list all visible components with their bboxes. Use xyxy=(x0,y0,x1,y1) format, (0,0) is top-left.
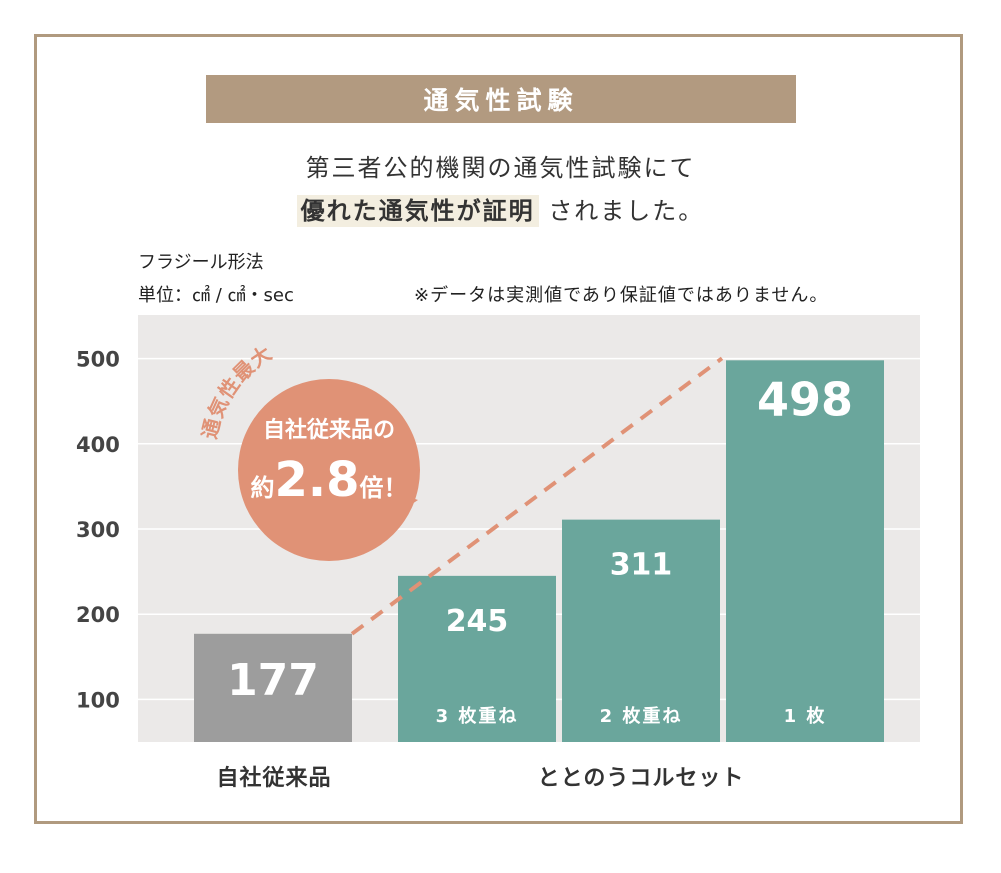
trend-dashed-line xyxy=(350,356,724,636)
badge-prefix: 約 xyxy=(250,474,274,502)
badge-circle xyxy=(238,379,420,561)
bar-value-label-3: 498 xyxy=(757,372,853,426)
badge-suffix: 倍！ xyxy=(360,474,408,502)
category-label-1: ととのうコルセット xyxy=(537,766,745,791)
bar-1 xyxy=(398,575,556,742)
y-axis-ticks: 100 200 300 400 500 xyxy=(76,348,120,713)
disclaimer-note: ※データは実測値であり保証値ではありません。 xyxy=(414,285,829,306)
bar-3 xyxy=(726,360,884,742)
bar-sublabel-3: 1 枚 xyxy=(784,705,827,727)
outer-frame xyxy=(34,34,963,824)
intro-line-2: 優れた通気性が証明 されました。 xyxy=(0,191,1001,227)
y-tick-label-4: 500 xyxy=(76,348,120,372)
y-tick-label-3: 400 xyxy=(76,433,120,457)
y-tick-label-0: 100 xyxy=(76,688,120,712)
category-label-0: 自社従来品 xyxy=(216,766,332,791)
unit-label: 単位：㎠ / ㎠・sec xyxy=(138,285,294,306)
page-title: 通気性試験 xyxy=(206,75,796,123)
intro-line-1: 第三者公的機関の通気性試験にて xyxy=(305,154,696,182)
bar-value-label-2: 311 xyxy=(610,548,673,583)
intro-highlight: 優れた通気性が証明 xyxy=(296,195,539,227)
method-label: フラジール形法 xyxy=(138,252,264,273)
badge-multiplier: 約2.8倍！ xyxy=(250,452,407,508)
y-tick-label-1: 200 xyxy=(76,603,120,627)
bar-sublabel-2: 2 枚重ね xyxy=(600,705,683,727)
bar-2 xyxy=(562,519,720,742)
bar-value-label-1: 245 xyxy=(446,604,509,639)
y-tick-label-2: 300 xyxy=(76,518,120,542)
bar-sublabel-1: 3 枚重ね xyxy=(436,705,519,727)
bar-value-label-0: 177 xyxy=(227,655,319,706)
bars: 177 245 3 枚重ね 311 2 枚重ね 498 1 枚 xyxy=(194,360,884,742)
badge-number: 2.8 xyxy=(274,452,359,508)
badge-line-1: 自社従来品の xyxy=(263,417,395,443)
bar-0 xyxy=(194,633,352,742)
intro-rest: されました。 xyxy=(548,197,705,225)
